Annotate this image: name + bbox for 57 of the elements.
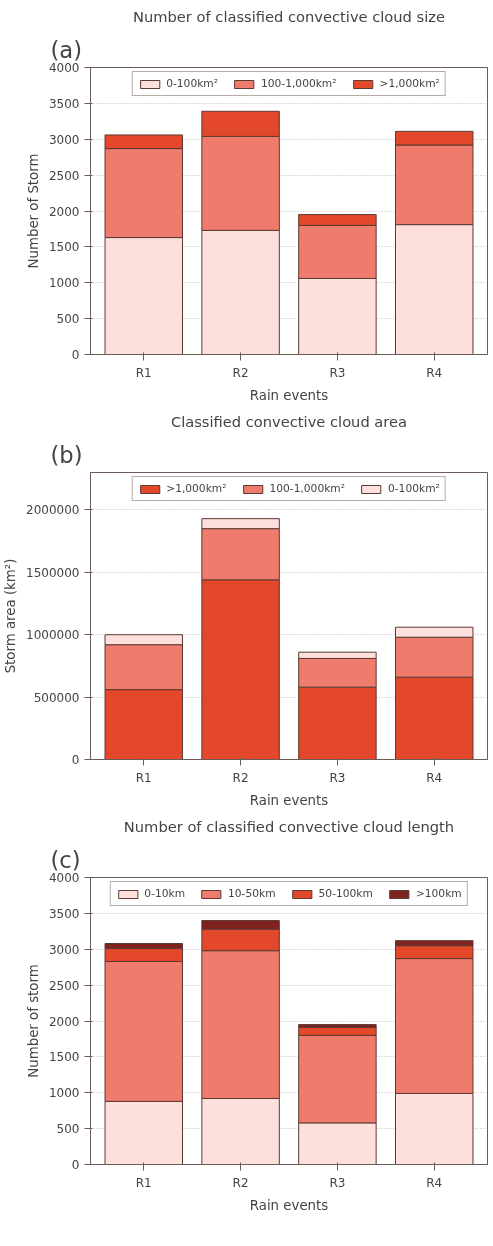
legend-label: 100-1,000km² [261,77,337,90]
x-tick-label: R4 [426,1175,443,1190]
y-tick-label: 3500 [48,96,80,111]
y-tick-label: 0 [71,1158,80,1172]
x-tick-label: R3 [329,770,346,785]
y-axis-title: Number of storm [25,964,41,1078]
y-tick-label: 1500 [48,240,80,255]
legend-label: 0-100km² [166,77,219,90]
y-tick-label: 2000 [48,204,80,219]
chart-title: Number of classified convective cloud length [123,817,455,835]
y-tick-label: 4000 [48,61,80,75]
x-tick-label: R4 [426,770,443,785]
x-tick-label: R3 [329,365,346,380]
legend-label: 0-100km² [387,482,440,495]
y-tick-label: 2500 [48,978,80,993]
x-tick-label: R1 [135,365,152,380]
legend-label: 50-100km [318,887,373,900]
x-axis-title: Rain events [249,1197,329,1213]
y-tick-label: 1500000 [26,565,80,580]
text: (c) [50,846,81,873]
x-tick-label: R2 [232,1175,249,1190]
y-tick-label: 3000 [48,942,80,957]
x-tick-label: R3 [329,1175,346,1190]
y-tick-label: 3500 [48,906,80,921]
y-tick-label: 500 [56,1122,80,1137]
legend-label: 100-1,000km² [269,482,345,495]
y-tick-label: 1000 [48,276,80,291]
y-tick-label: 2500 [48,168,80,183]
legend-label: >100km [415,887,462,900]
text: (a) [50,36,83,63]
y-tick-label: 4000 [48,871,80,885]
y-tick-label: 3000 [48,132,80,147]
legend-label: 10-50km [228,887,276,900]
y-axis-title: Storm area (km²) [3,558,19,674]
x-tick-label: R4 [426,365,443,380]
y-tick-label: 500 [56,312,80,327]
y-tick-label: 0 [71,348,80,362]
legend-label: 0-10km [144,887,186,900]
chart-title: Classified convective cloud area [170,412,408,430]
x-axis-title: Rain events [249,792,329,808]
y-tick-label: 2000000 [26,503,80,518]
text: (b) [50,441,83,468]
x-tick-label: R1 [135,1175,152,1190]
x-axis-title: Rain events [249,387,329,403]
y-tick-label: 1500 [48,1050,80,1065]
chart-title: Number of classified convective cloud size [133,7,445,25]
y-axis-title: Number of Storm [25,153,41,269]
x-tick-label: R1 [135,770,152,785]
x-tick-label: R2 [232,365,249,380]
y-tick-label: 1000000 [26,628,80,643]
y-tick-label: 2000 [48,1014,80,1029]
y-tick-label: 1000 [48,1086,80,1101]
y-tick-label: 500000 [33,690,80,705]
x-tick-label: R2 [232,770,249,785]
legend-label: >1,000km² [166,482,227,495]
legend-label: >1,000km² [379,77,440,90]
y-tick-label: 0 [71,753,80,767]
